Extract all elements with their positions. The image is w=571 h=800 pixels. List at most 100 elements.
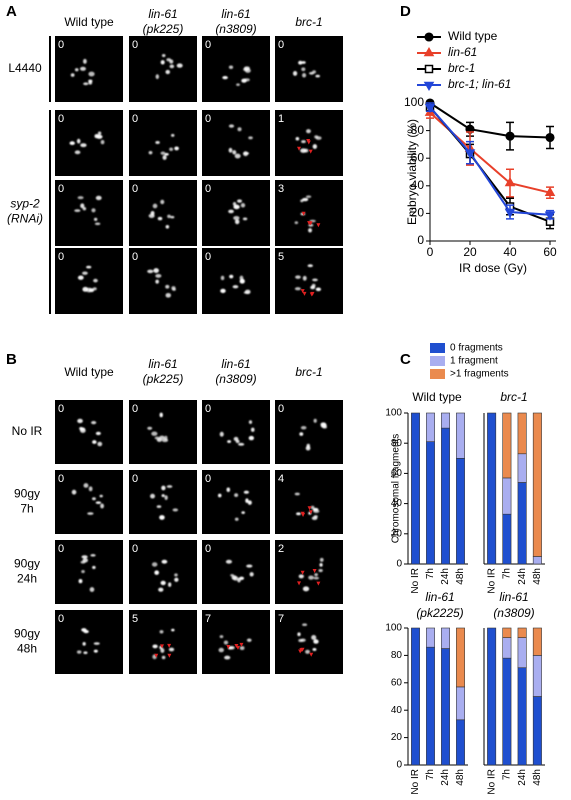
chromosome (93, 642, 100, 645)
bar-segment (502, 657, 512, 766)
row-label: (RNAi) (7, 212, 43, 226)
chromosome (169, 147, 174, 152)
chromosome (152, 203, 158, 209)
chromosome (248, 136, 253, 140)
column-header: (pk225) (143, 22, 184, 36)
chromosomes (77, 418, 103, 447)
chromosomes (70, 58, 95, 86)
chromosome (100, 503, 105, 509)
chromosomes (76, 628, 100, 655)
panel-label: A (6, 3, 17, 20)
chromosome (295, 275, 301, 279)
row-label: 90gy (14, 487, 40, 501)
chart-title: (pk2225) (416, 606, 463, 620)
micrograph (202, 110, 270, 176)
row-label: 24h (17, 572, 37, 586)
chromosome (300, 426, 307, 430)
chromosome (243, 490, 249, 494)
chromosome (247, 500, 252, 505)
chromosome (248, 435, 255, 441)
chromosome (320, 423, 327, 428)
fragment-count: 2 (278, 543, 284, 555)
chromosome (174, 573, 178, 577)
fragment-arrow (300, 647, 305, 652)
fragment-arrow (308, 221, 313, 226)
chromosome (162, 155, 167, 160)
micrograph (129, 248, 197, 314)
y-tick-label: 80 (391, 650, 403, 661)
chromosome (165, 292, 171, 298)
chromosome (218, 647, 224, 653)
legend-label: lin-61 (448, 45, 477, 59)
bar-segment (441, 627, 450, 649)
fragment-count: 7 (205, 613, 211, 625)
chromosome (319, 557, 324, 562)
fragment-count: 0 (278, 39, 284, 51)
chromosome (167, 214, 171, 219)
chromosomes (228, 124, 253, 159)
bar-segment (441, 427, 450, 565)
x-tick-label: 48h (455, 769, 466, 786)
fragment-arrow (316, 223, 321, 228)
chromosomes (151, 559, 179, 592)
micrograph (275, 248, 343, 314)
chromosome (88, 71, 95, 77)
chromosome (161, 53, 166, 58)
chromosomes (294, 264, 322, 292)
chromosome (232, 150, 237, 155)
chromosome (294, 287, 301, 291)
chromosome (97, 441, 103, 447)
chromosome (299, 432, 304, 436)
bar-segment (426, 412, 435, 442)
micrograph (202, 470, 270, 534)
x-axis-label: IR dose (Gy) (459, 261, 527, 275)
column-header: lin-61 (221, 357, 250, 371)
chromosome (246, 564, 253, 568)
micrograph (202, 540, 270, 604)
chart-title: Wild type (412, 390, 462, 404)
chromosome (312, 70, 317, 74)
chromosome (93, 649, 98, 653)
fragment-count: 3 (278, 183, 284, 195)
fragment-arrow (159, 644, 164, 649)
y-tick-label: 40 (411, 178, 425, 192)
chromosome (165, 224, 170, 229)
chromosome (176, 63, 183, 68)
chromosome (313, 576, 320, 580)
chromosome (160, 648, 165, 653)
y-tick-label: 100 (404, 95, 424, 109)
legend-swatch (430, 356, 445, 366)
chromosome (236, 83, 240, 87)
y-axis-label: Chromosomal fragments (391, 434, 402, 543)
fragment-count: 0 (205, 251, 211, 263)
chromosomes (77, 265, 98, 293)
column-header: (n3809) (215, 22, 256, 36)
column-header: Wild type (64, 365, 114, 379)
chromosome (79, 66, 86, 71)
chromosomes (294, 195, 316, 233)
row-label: 7h (20, 502, 33, 516)
chromosome (92, 565, 96, 569)
micrograph (275, 540, 343, 604)
chromosome (312, 144, 318, 149)
chromosome (81, 555, 88, 559)
micrograph (202, 610, 270, 674)
bar-segment (441, 648, 450, 766)
chromosomes (69, 131, 105, 155)
bar-segment (456, 627, 465, 688)
chromosome (83, 483, 89, 488)
bar-segment (517, 482, 527, 565)
chromosome (93, 217, 98, 222)
chromosome (233, 204, 240, 210)
chromosomes (299, 418, 328, 451)
chromosome (76, 650, 82, 654)
chromosome (310, 285, 316, 290)
chromosome (91, 208, 96, 213)
fragment-count: 0 (58, 113, 64, 125)
chromosome (88, 79, 93, 83)
micrograph (202, 180, 270, 246)
chromosome (308, 223, 314, 227)
chromosome (82, 286, 89, 292)
y-tick-label: 0 (417, 233, 424, 247)
chromosome (161, 559, 168, 564)
